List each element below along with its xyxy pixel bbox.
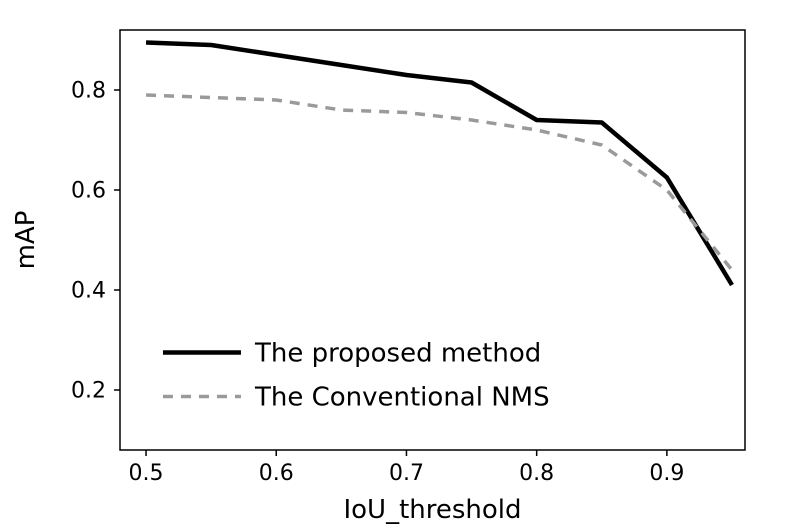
y-tick-label: 0.2 — [71, 379, 106, 404]
y-tick-label: 0.6 — [71, 179, 106, 204]
x-axis-label: IoU_threshold — [343, 495, 521, 525]
y-tick-label: 0.8 — [71, 79, 106, 104]
line-chart: 0.5 0.6 0.7 0.8 0.9 0.2 0.4 0.6 0.8 IoU_threshold… — [0, 0, 785, 532]
y-tick-label: 0.4 — [71, 279, 106, 304]
y-axis-label: mAP — [11, 211, 41, 270]
legend-label-proposed: The proposed method — [254, 339, 541, 369]
x-tick-label: 0.9 — [649, 461, 684, 486]
x-tick-label: 0.6 — [259, 461, 294, 486]
legend-label-conventional: The Conventional NMS — [254, 383, 550, 413]
chart-svg: 0.5 0.6 0.7 0.8 0.9 0.2 0.4 0.6 0.8 IoU_threshold… — [0, 0, 785, 532]
x-tick-label: 0.8 — [519, 461, 554, 486]
x-tick-label: 0.5 — [129, 461, 164, 486]
x-tick-label: 0.7 — [389, 461, 424, 486]
